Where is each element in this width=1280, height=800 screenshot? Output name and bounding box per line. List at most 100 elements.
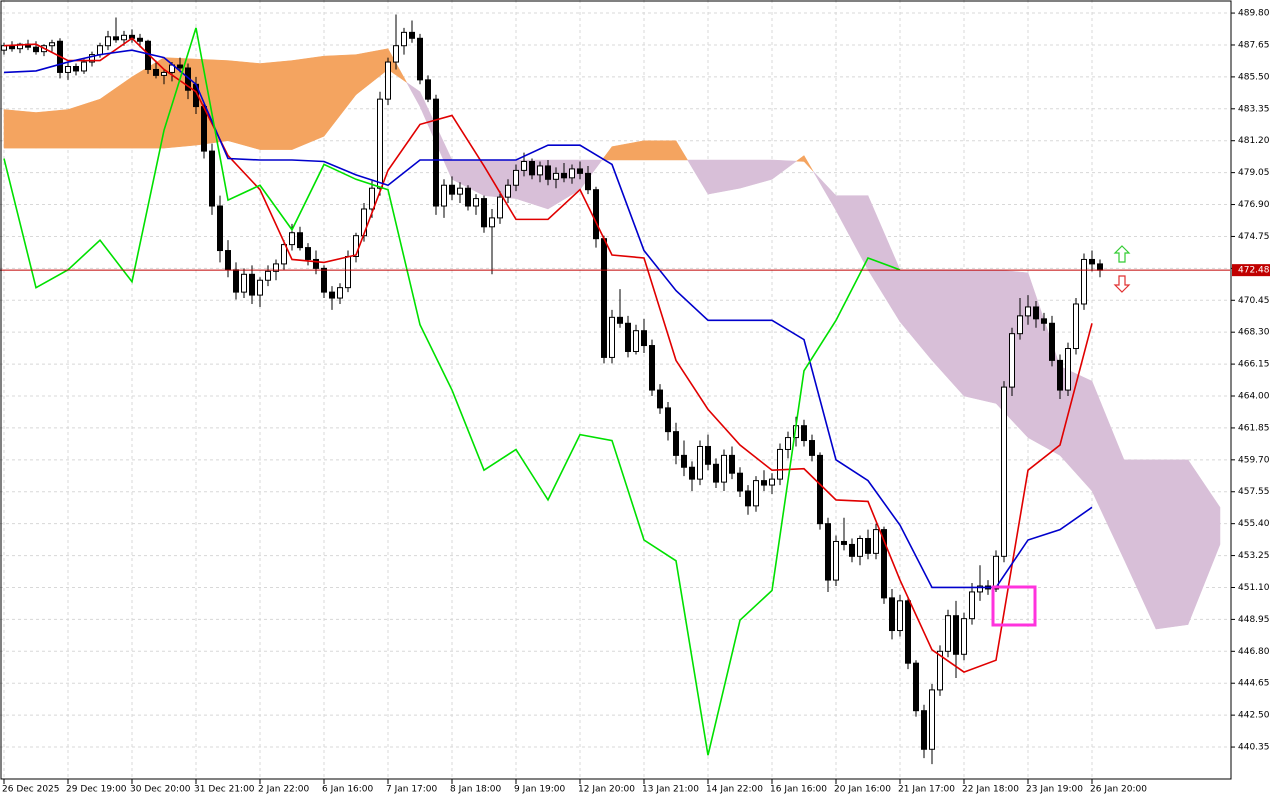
y-tick-label: 448.95 [1238,615,1270,625]
candle-body [633,330,639,352]
y-tick-label: 481.20 [1238,136,1270,146]
candle-body [425,79,431,100]
candle-body [873,529,879,554]
candle-body [81,61,87,72]
x-tick-label: 26 Dec 2025 [2,785,60,795]
y-tick-label: 485.50 [1238,72,1270,82]
candle-body [113,36,119,41]
cloud [771,159,798,180]
cloud [675,139,688,161]
y-tick-label: 468.30 [1238,328,1270,338]
candle-body [601,238,607,358]
candle-body [505,184,511,198]
candle-body [961,618,967,655]
candle-body [665,407,671,433]
candle-body [225,250,231,271]
candle-body [233,269,239,293]
y-tick-label: 461.85 [1238,423,1270,433]
y-tick-label: 479.05 [1238,168,1270,178]
candle-body [481,198,487,228]
candle-body [945,615,951,652]
candle-body [1009,333,1015,388]
candle-body [697,445,703,480]
candle-body [809,440,815,456]
candle-body [689,466,695,480]
up-arrow [1113,245,1131,263]
candle-body [249,273,255,296]
x-tick-label: 16 Jan 16:00 [770,785,827,795]
plot-frame [0,0,1232,780]
y-tick-label: 483.35 [1238,104,1270,114]
candle-body [817,454,823,525]
candle-body [705,445,711,465]
cloud [35,109,69,149]
candle-body [1017,315,1023,335]
candle-body [953,615,959,655]
candle-body [49,42,55,47]
x-tick-label: 31 Dec 21:00 [194,785,255,795]
candle-body [801,425,807,442]
candle-body [417,37,423,81]
candle-body [865,538,871,554]
candle-body [489,217,495,228]
candle-body [297,232,303,249]
y-tick-label: 470.45 [1238,296,1270,306]
candle-body [849,543,855,557]
x-tick-label: 23 Jan 19:00 [1026,785,1083,795]
candle-body [1081,258,1087,305]
candle-body [105,36,111,47]
candle-body [545,165,551,180]
indicator-line [3,27,901,756]
candle-body [73,65,79,72]
candle-body [921,710,927,750]
candle-body [377,98,383,189]
candle-body [153,68,159,76]
candle-body [713,463,719,483]
x-tick-label: 14 Jan 22:00 [706,785,763,795]
candle-body [1057,359,1063,391]
candle-body [257,279,263,296]
candle-body [513,169,519,186]
down-arrow [1113,275,1131,293]
candle-body [657,389,663,409]
candle-body [537,165,543,176]
candle-body [449,184,455,195]
candle-body [1089,258,1095,265]
y-tick-label: 451.10 [1238,583,1270,593]
y-tick-label: 489.80 [1238,9,1270,19]
candle-body [281,244,287,265]
candle-body [609,316,615,358]
x-tick-label: 9 Jan 19:00 [514,785,566,795]
candle-body [1097,263,1103,271]
candle-body [329,291,335,299]
candle-body [497,196,503,219]
candle-body [353,235,359,257]
y-tick-label: 440.35 [1238,743,1270,753]
candle-body [521,160,527,171]
cloud [3,109,37,149]
candle-body [1065,348,1071,391]
axis-layer: 489.80 487.65 485.50 483.35 481.20 479.05 476.… [2,9,1270,795]
indicator-line [3,37,1093,673]
candle-body [905,600,911,664]
candle-body [617,316,623,324]
candle-body [369,187,375,210]
candle-body [177,64,183,69]
x-tick-label: 22 Jan 18:00 [962,785,1019,795]
candle-body [777,448,783,480]
cloud [707,159,741,195]
y-tick-label: 487.65 [1238,40,1270,50]
candle-body [889,597,895,632]
candle-body [585,172,591,191]
candle-body [729,454,735,474]
candle-body [977,585,983,593]
candle-body [681,454,687,468]
candle-body [913,662,919,712]
candle-body [897,600,903,632]
candle-body [1041,318,1047,324]
candle-body [1033,306,1039,320]
cloud [291,55,325,150]
candle-body [593,189,599,240]
